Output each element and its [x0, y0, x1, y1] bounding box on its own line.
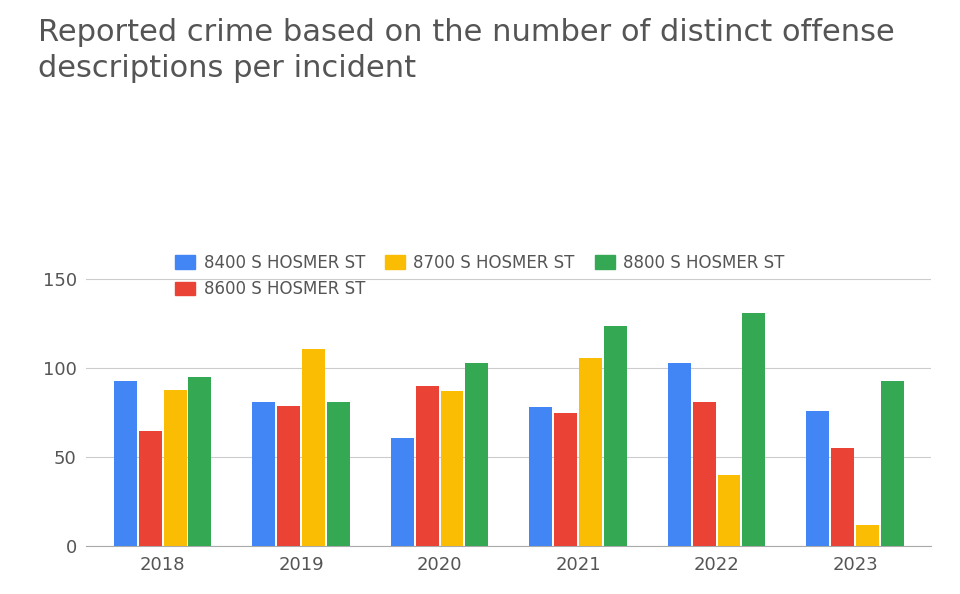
Bar [806, 411, 829, 546]
Bar [252, 402, 276, 546]
Bar [831, 448, 854, 546]
Bar [881, 381, 904, 546]
Bar [188, 377, 211, 546]
Bar [692, 402, 715, 546]
Bar [717, 475, 740, 546]
Bar [391, 438, 414, 546]
Bar [579, 358, 602, 546]
Bar [466, 363, 489, 546]
Bar [163, 390, 186, 546]
Bar [416, 386, 439, 546]
Bar [554, 413, 577, 546]
Bar [277, 406, 300, 546]
Text: Reported crime based on the number of distinct offense
descriptions per incident: Reported crime based on the number of di… [38, 18, 895, 83]
Bar [302, 349, 325, 546]
Bar [604, 326, 627, 546]
Bar [529, 407, 552, 546]
Bar [441, 391, 464, 546]
Bar [856, 525, 879, 546]
Bar [327, 402, 350, 546]
Bar [667, 363, 690, 546]
Bar [742, 313, 765, 546]
Bar [138, 431, 161, 546]
Legend: 8400 S HOSMER ST, 8600 S HOSMER ST, 8700 S HOSMER ST, 8800 S HOSMER ST: 8400 S HOSMER ST, 8600 S HOSMER ST, 8700… [171, 249, 789, 303]
Bar [113, 381, 136, 546]
